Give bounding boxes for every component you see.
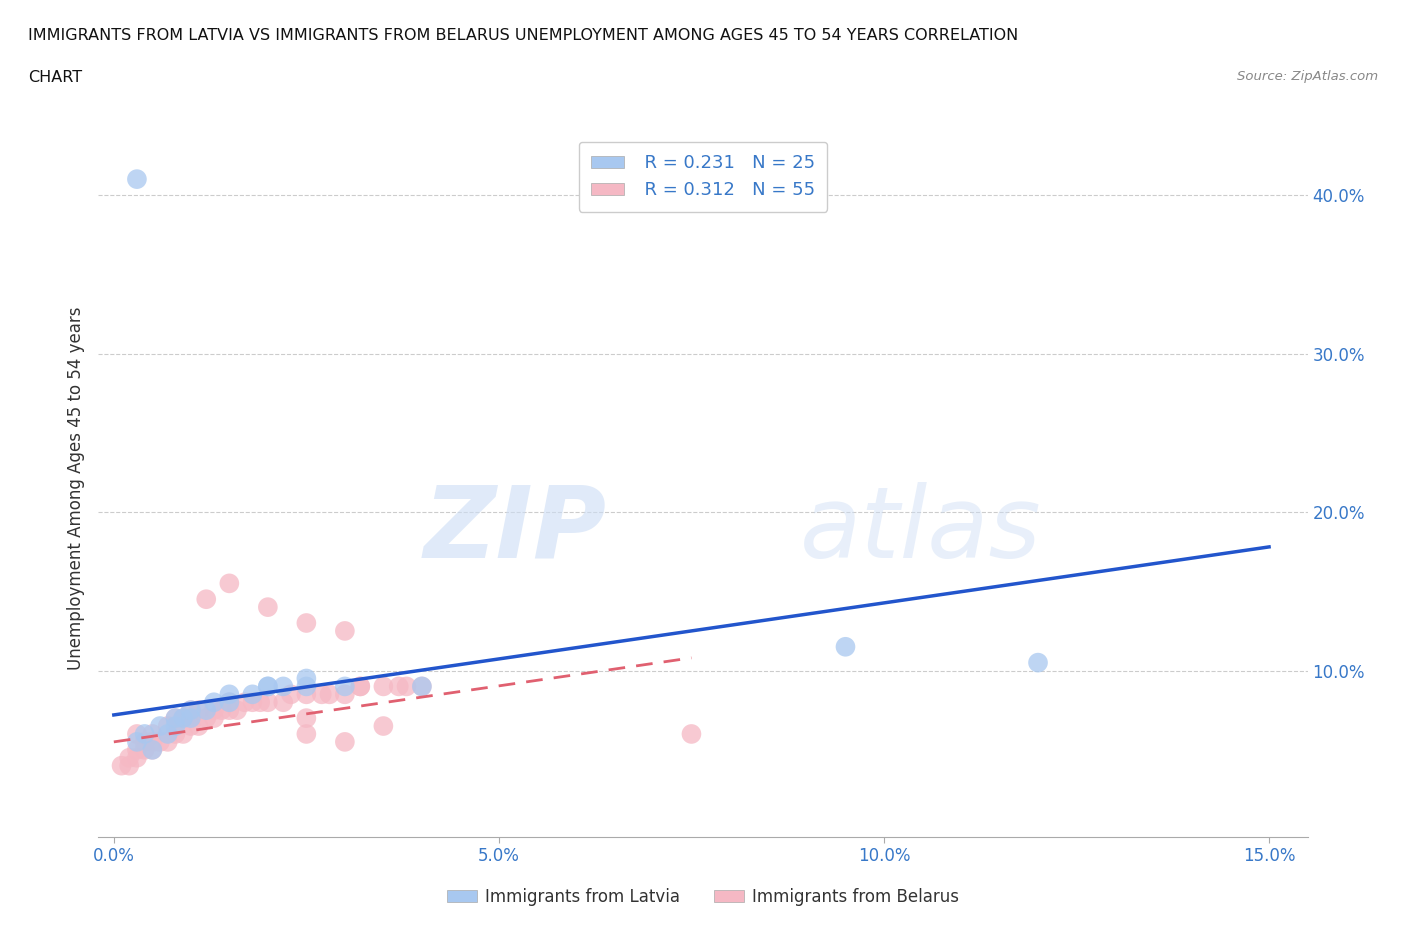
Point <box>180 719 202 734</box>
Point <box>280 687 302 702</box>
Point <box>202 695 225 710</box>
Point <box>373 679 395 694</box>
Point <box>295 726 318 741</box>
Point <box>165 726 187 741</box>
Y-axis label: Unemployment Among Ages 45 to 54 years: Unemployment Among Ages 45 to 54 years <box>66 307 84 670</box>
Point <box>333 679 356 694</box>
Point <box>1026 655 1049 670</box>
Point <box>125 735 148 750</box>
Point <box>187 719 209 734</box>
Point <box>349 679 371 694</box>
Point <box>242 687 264 702</box>
Point <box>249 695 271 710</box>
Legend: Immigrants from Latvia, Immigrants from Belarus: Immigrants from Latvia, Immigrants from … <box>440 881 966 912</box>
Point <box>271 679 294 694</box>
Text: IMMIGRANTS FROM LATVIA VS IMMIGRANTS FROM BELARUS UNEMPLOYMENT AMONG AGES 45 TO : IMMIGRANTS FROM LATVIA VS IMMIGRANTS FRO… <box>28 28 1018 43</box>
Point <box>295 616 318 631</box>
Point <box>118 758 141 773</box>
Point <box>218 695 240 710</box>
Point <box>118 751 141 765</box>
Point <box>218 576 240 591</box>
Point <box>333 735 356 750</box>
Point <box>233 695 256 710</box>
Point <box>125 726 148 741</box>
Point <box>218 687 240 702</box>
Point <box>373 719 395 734</box>
Point <box>202 703 225 718</box>
Point <box>681 726 703 741</box>
Point <box>226 703 249 718</box>
Point <box>295 679 318 694</box>
Point <box>134 735 156 750</box>
Point <box>211 703 233 718</box>
Point <box>187 703 209 718</box>
Point <box>333 687 356 702</box>
Point <box>141 726 163 741</box>
Point <box>295 687 318 702</box>
Point <box>395 679 418 694</box>
Point <box>165 711 187 725</box>
Point <box>411 679 433 694</box>
Point <box>388 679 411 694</box>
Point <box>411 679 433 694</box>
Point <box>125 751 148 765</box>
Point <box>257 679 280 694</box>
Point <box>110 758 132 773</box>
Point <box>134 742 156 757</box>
Point <box>149 719 172 734</box>
Point <box>172 711 194 725</box>
Point <box>141 742 163 757</box>
Point <box>172 711 194 725</box>
Point <box>180 703 202 718</box>
Point <box>257 679 280 694</box>
Point <box>195 711 218 725</box>
Point <box>172 726 194 741</box>
Point <box>156 735 179 750</box>
Point <box>202 711 225 725</box>
Point <box>271 695 294 710</box>
Point <box>125 742 148 757</box>
Point <box>195 591 218 606</box>
Text: atlas: atlas <box>800 482 1042 578</box>
Point <box>218 703 240 718</box>
Point <box>165 711 187 725</box>
Point <box>295 711 318 725</box>
Point <box>149 735 172 750</box>
Point <box>156 719 179 734</box>
Point <box>165 719 187 734</box>
Point <box>242 695 264 710</box>
Text: ZIP: ZIP <box>423 482 606 578</box>
Point <box>125 172 148 187</box>
Point <box>195 703 218 718</box>
Point <box>156 726 179 741</box>
Point <box>349 679 371 694</box>
Point <box>180 711 202 725</box>
Point <box>134 726 156 741</box>
Point <box>141 735 163 750</box>
Point <box>311 687 333 702</box>
Text: CHART: CHART <box>28 70 82 85</box>
Point <box>295 671 318 686</box>
Point <box>257 600 280 615</box>
Point <box>218 695 240 710</box>
Point <box>141 742 163 757</box>
Point <box>257 695 280 710</box>
Point <box>834 639 856 654</box>
Point <box>333 623 356 638</box>
Point <box>318 687 340 702</box>
Point <box>180 703 202 718</box>
Text: Source: ZipAtlas.com: Source: ZipAtlas.com <box>1237 70 1378 83</box>
